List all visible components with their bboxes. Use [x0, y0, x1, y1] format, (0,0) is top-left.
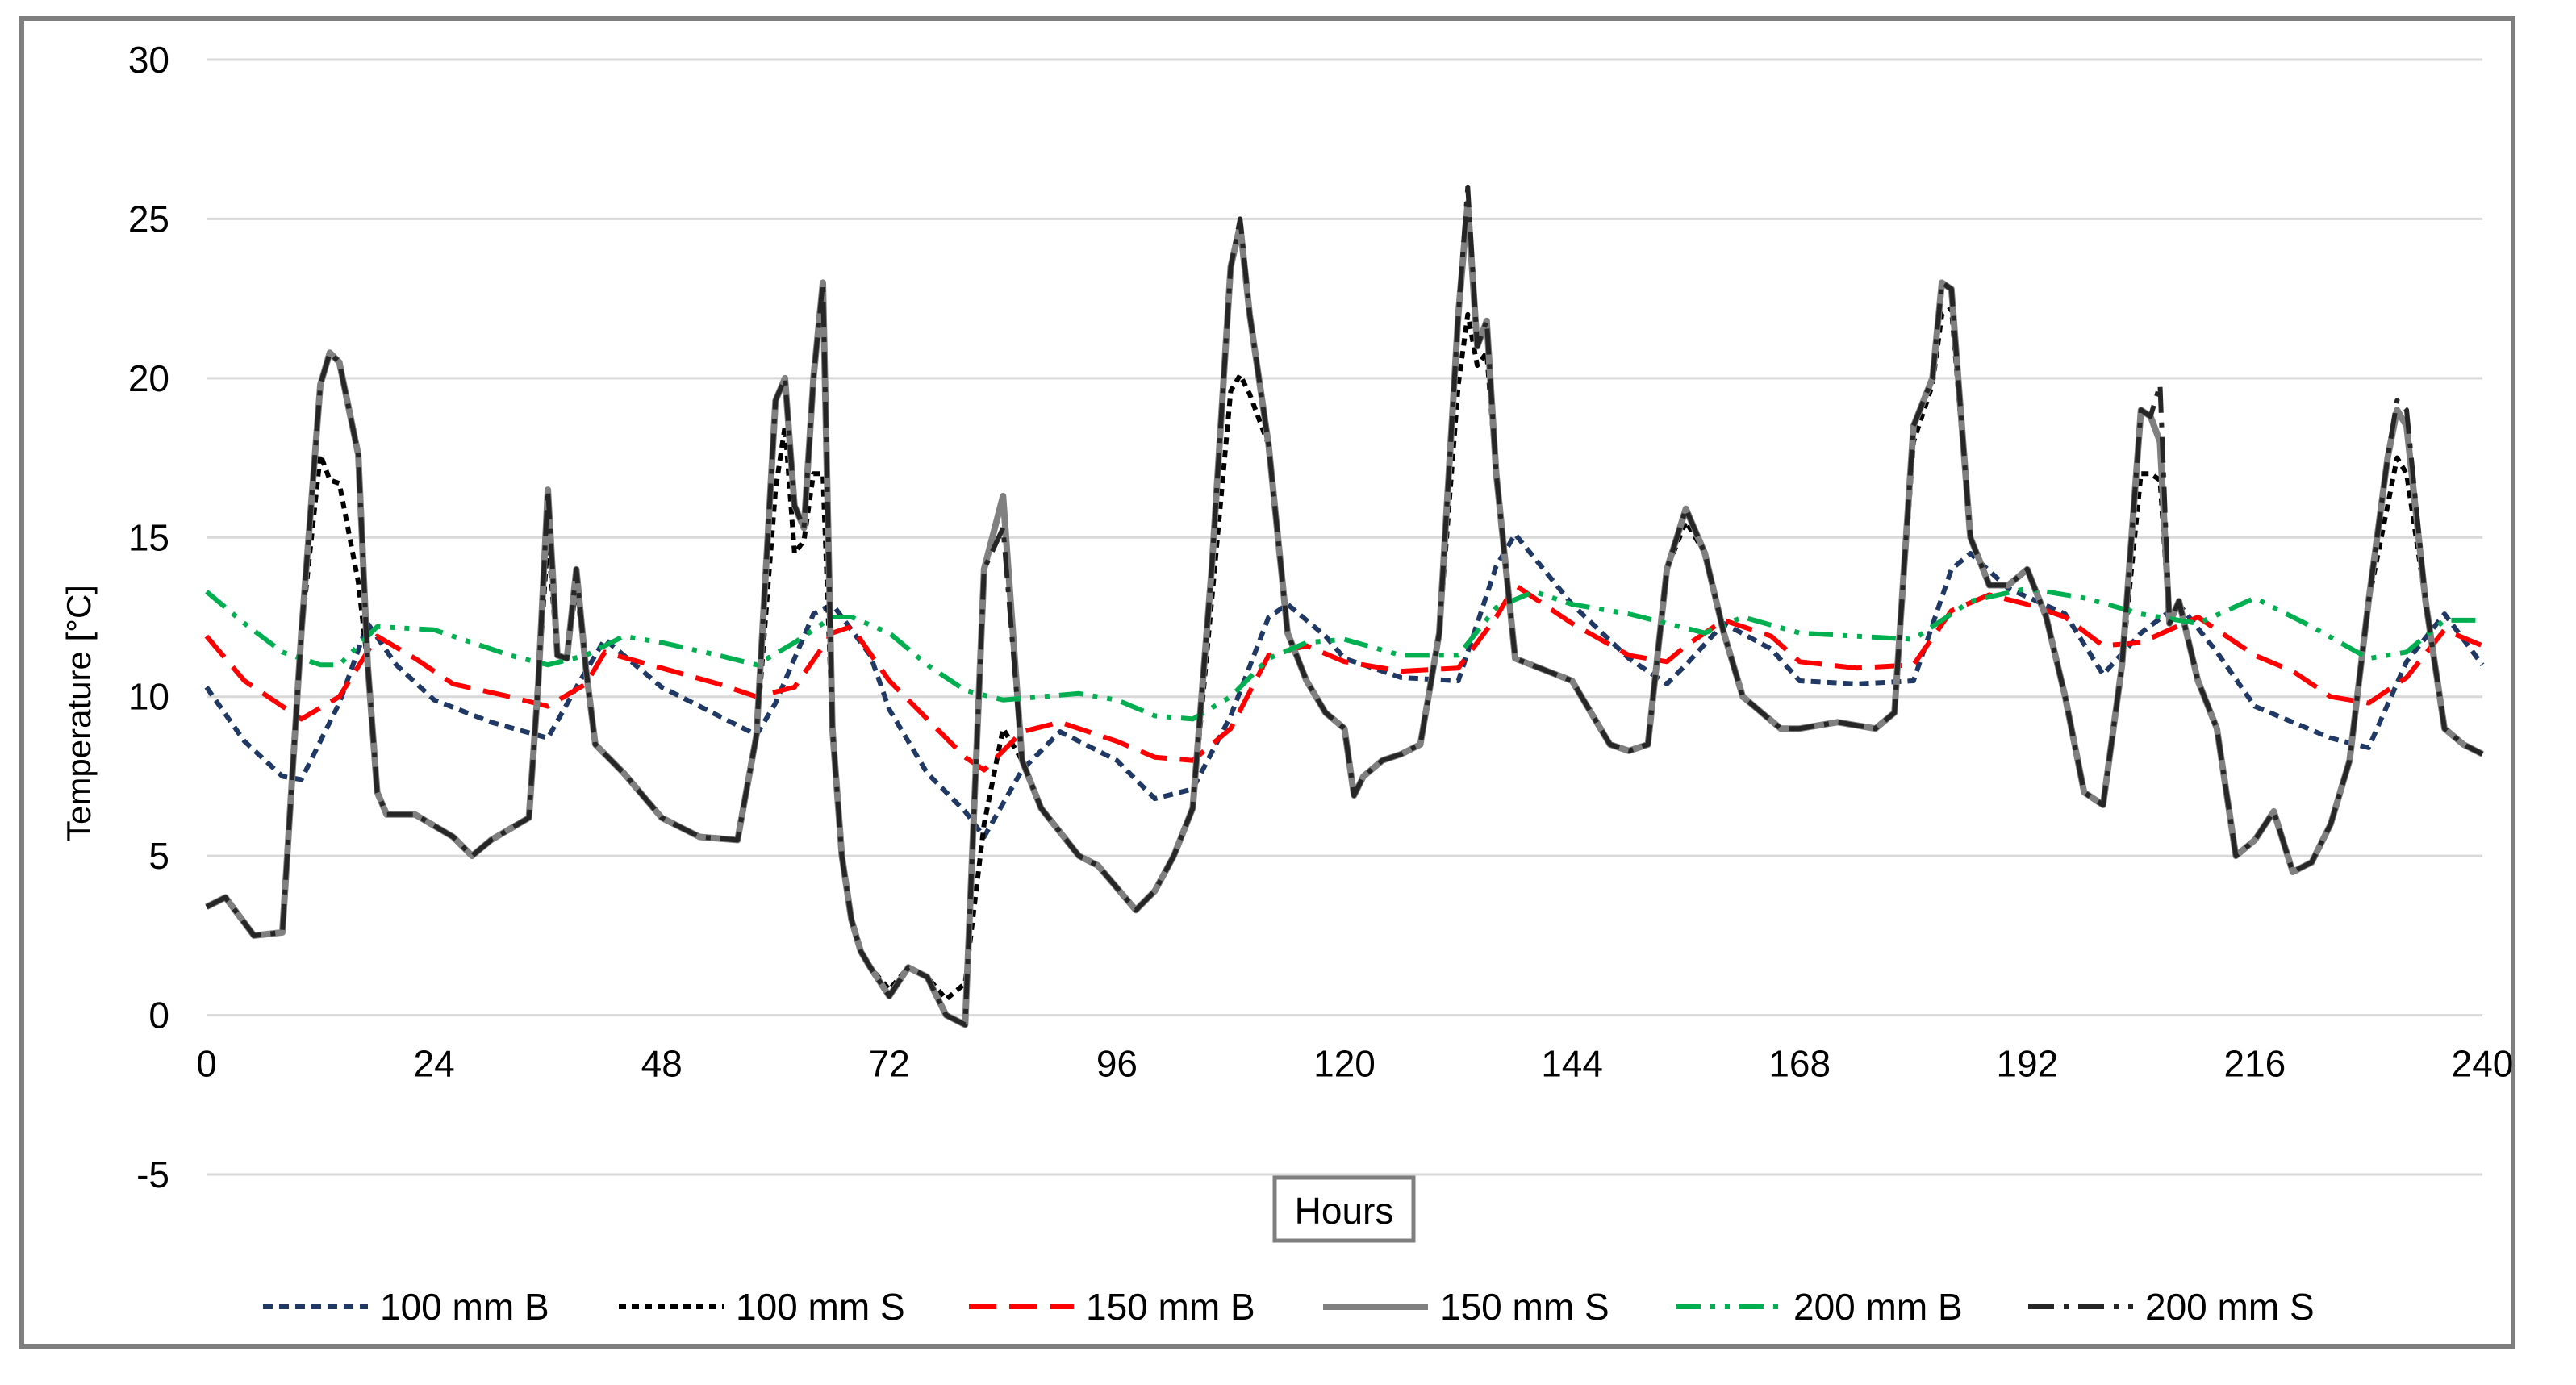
y-axis-tick-labels: 30 25 20 15 10 5 0 -5	[128, 39, 169, 1195]
x-tick-label: 168	[1768, 1043, 1831, 1085]
y-axis-label: Temperature [°C]	[60, 585, 98, 841]
y-tick-label: 25	[128, 198, 169, 240]
x-tick-label: 120	[1313, 1043, 1376, 1085]
chart-frame	[19, 16, 2515, 1349]
series-line-200-mm-b	[205, 586, 2482, 722]
y-tick-label: 30	[128, 39, 169, 81]
legend-label: 150 mm B	[1086, 1286, 1255, 1328]
series-lines	[204, 184, 2485, 1028]
x-axis-label: Hours	[1295, 1190, 1394, 1232]
legend-label: 200 mm S	[2145, 1286, 2315, 1328]
x-tick-label: 240	[2452, 1043, 2514, 1085]
legend-label: 150 mm S	[1440, 1286, 1609, 1328]
series-line-150-mm-s	[205, 199, 2484, 1028]
x-tick-label: 96	[1096, 1043, 1138, 1085]
x-tick-label: 192	[1996, 1043, 2058, 1085]
y-tick-label: 5	[148, 835, 169, 877]
x-tick-label: 24	[414, 1043, 455, 1085]
x-tick-label: 144	[1541, 1043, 1603, 1085]
series-line-100-mm-b	[204, 532, 2485, 840]
x-tick-label: 0	[196, 1043, 217, 1085]
x-axis-tick-labels: 0 24 48 72 96 120 144 168 192 216 240	[196, 1043, 2513, 1085]
y-tick-label: 10	[128, 676, 169, 718]
legend-label: 100 mm S	[736, 1286, 905, 1328]
y-tick-label: 0	[148, 995, 169, 1037]
y-tick-label: 20	[128, 357, 169, 399]
y-tick-label: 15	[128, 516, 169, 558]
y-tick-label: -5	[136, 1153, 169, 1195]
legend-label: 100 mm B	[380, 1286, 549, 1328]
series-line-200-mm-s	[205, 184, 2484, 1028]
x-tick-label: 48	[641, 1043, 683, 1085]
x-tick-label: 72	[869, 1043, 910, 1085]
grid-lines	[207, 58, 2482, 1176]
legend: 100 mm B 100 mm S 150 mm B 150 mm S 200 mm B…	[263, 1286, 2315, 1328]
x-axis-label-box	[1272, 1175, 1416, 1243]
legend-label: 200 mm B	[1793, 1286, 1963, 1328]
x-tick-label: 216	[2224, 1043, 2286, 1085]
